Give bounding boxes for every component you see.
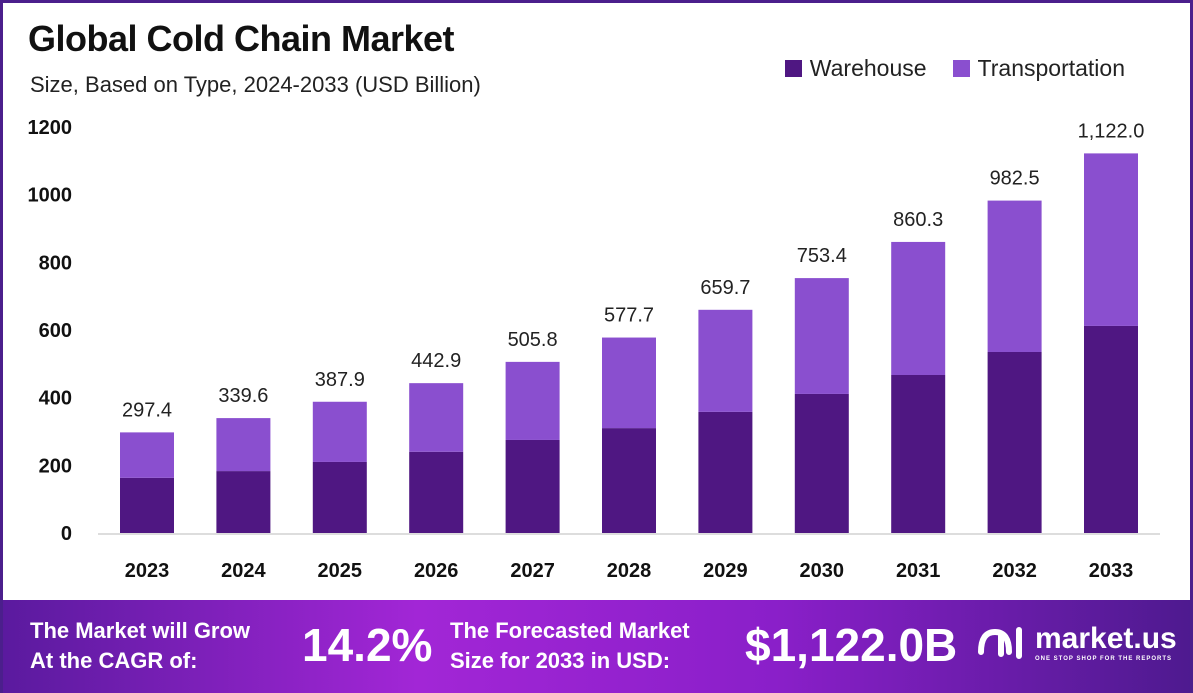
chart-area: 0 200 400 600 800 1000 1200 297.4 2023 339.6 2024 3…: [28, 117, 1160, 582]
x-tick-label: 2029: [703, 560, 748, 582]
legend-item-transportation: Transportation: [952, 55, 1125, 82]
x-tick-label: 2023: [125, 560, 170, 582]
bar-warehouse-2029: [698, 411, 753, 533]
x-tick-label: 2031: [896, 560, 941, 582]
x-tick-label: 2030: [800, 560, 845, 582]
data-label-2025: 387.9: [315, 369, 365, 391]
data-label-2028: 577.7: [604, 305, 654, 327]
bar-transportation-2031: [891, 241, 946, 375]
brand-logo: market.us ONE STOP SHOP FOR THE REPORTS: [975, 622, 1177, 662]
legend-swatch-warehouse: [784, 60, 802, 77]
cagr-text-1: The Market will Grow: [30, 618, 251, 643]
bar-transportation-2028: [602, 337, 656, 429]
legend-swatch-transportation: [952, 60, 970, 77]
bar-warehouse-2025: [312, 461, 367, 533]
bar-warehouse-2023: [120, 477, 174, 533]
forecast-text-1: The Forecasted Market: [450, 618, 690, 643]
legend-label: Warehouse: [809, 55, 927, 81]
data-label-2030: 753.4: [797, 245, 847, 267]
bar-warehouse-2030: [794, 393, 849, 533]
bar-transportation-2032: [987, 200, 1042, 352]
legend-label: Transportation: [977, 55, 1125, 81]
bar-warehouse-2026: [409, 451, 464, 533]
y-tick-label: 200: [39, 455, 72, 477]
data-label-2033: 1,122.0: [1078, 120, 1145, 142]
forecast-value: $1,122.0B: [745, 619, 958, 671]
brand-name: market.us: [1035, 622, 1177, 655]
legend: Warehouse Transportation: [784, 55, 1125, 82]
y-tick-label: 400: [39, 388, 72, 410]
x-tick-label: 2027: [510, 560, 555, 582]
x-tick-label: 2024: [221, 560, 266, 582]
bar-warehouse-2033: [1084, 325, 1138, 533]
y-tick-label: 800: [39, 252, 72, 274]
data-label-2031: 860.3: [893, 209, 943, 231]
y-tick-label: 600: [39, 320, 72, 342]
y-tick-label: 0: [61, 523, 72, 545]
brand-tagline: ONE STOP SHOP FOR THE REPORTS: [1035, 656, 1173, 662]
bar-transportation-2033: [1084, 153, 1138, 326]
bar-warehouse-2031: [891, 374, 946, 533]
x-tick-label: 2025: [318, 560, 363, 582]
data-label-2029: 659.7: [700, 277, 750, 299]
bar-transportation-2029: [698, 309, 753, 412]
legend-item-warehouse: Warehouse: [784, 55, 927, 82]
bar-transportation-2027: [505, 361, 560, 440]
data-label-2023: 297.4: [122, 399, 172, 421]
data-label-2024: 339.6: [218, 385, 268, 407]
x-tick-label: 2032: [992, 560, 1037, 582]
bar-warehouse-2027: [505, 439, 560, 533]
bar-transportation-2023: [120, 432, 174, 478]
x-tick-label: 2033: [1089, 560, 1134, 582]
y-tick-label: 1000: [28, 185, 73, 207]
bar-transportation-2024: [216, 418, 271, 472]
bar-warehouse-2024: [216, 471, 271, 533]
forecast-text-2: Size for 2033 in USD:: [450, 648, 671, 673]
bar-transportation-2025: [312, 401, 367, 462]
y-tick-label: 1200: [28, 117, 73, 139]
bar-warehouse-2028: [602, 428, 656, 533]
bar-transportation-2030: [794, 278, 849, 394]
bar-transportation-2026: [409, 383, 464, 452]
x-tick-label: 2028: [607, 560, 652, 582]
chart-title: Global Cold Chain Market: [28, 18, 455, 59]
data-label-2032: 982.5: [990, 168, 1040, 190]
cagr-value: 14.2%: [302, 619, 433, 671]
x-tick-label: 2026: [414, 560, 459, 582]
data-label-2026: 442.9: [411, 350, 461, 372]
cagr-text-2: At the CAGR of:: [30, 648, 198, 673]
bar-warehouse-2032: [987, 351, 1042, 533]
data-label-2027: 505.8: [508, 329, 558, 351]
chart-subtitle: Size, Based on Type, 2024-2033 (USD Bill…: [30, 72, 481, 97]
brand-logo-icon: [978, 627, 1022, 659]
footer-banner: The Market will Grow At the CAGR of: 14.…: [0, 600, 1193, 693]
